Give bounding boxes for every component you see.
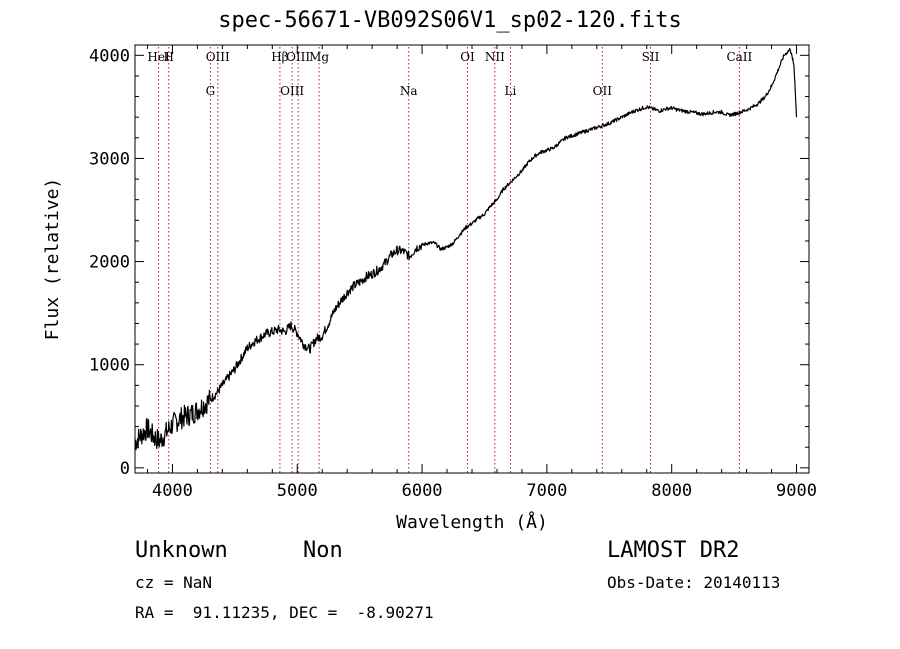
survey-name: LAMOST DR2: [607, 538, 740, 563]
coordinates-readout: RA = 91.11235, DEC = -8.90271: [135, 603, 434, 622]
x-tick-label-2: 6000: [402, 481, 443, 501]
y-tick-label-4: 4000: [89, 46, 130, 66]
x-tick-label-0: 4000: [152, 481, 193, 501]
y-tick-label-1: 1000: [89, 356, 130, 376]
line-label-top-7: Mg: [309, 50, 329, 64]
line-label-top-0: HeI: [147, 50, 170, 64]
y-tick-label-2: 2000: [89, 253, 130, 273]
line-label-top-1: H: [163, 50, 173, 64]
y-tick-label-0: 0: [120, 459, 130, 479]
line-label-bottom-2: G: [206, 84, 216, 98]
x-tick-label-4: 8000: [651, 481, 692, 501]
y-tick-label-3: 3000: [89, 149, 130, 169]
x-axis-label: Wavelength (Å): [396, 511, 548, 533]
chart-title: spec-56671-VB092S06V1_sp02-120.fits: [218, 8, 682, 33]
y-axis-label: Flux (relative): [42, 178, 63, 341]
line-label-top-13: SII: [642, 50, 660, 64]
observation-date: Obs-Date: 20140113: [607, 573, 781, 592]
line-label-top-6: OIII: [286, 50, 310, 64]
line-label-top-4: Hβ: [271, 50, 288, 64]
line-label-bottom-8: Na: [400, 84, 418, 98]
line-label-top-14: CaII: [726, 50, 752, 64]
spectrum-line: [134, 47, 798, 451]
object-subclass: Non: [303, 538, 343, 563]
line-label-bottom-12: OII: [593, 84, 613, 98]
object-class: Unknown: [135, 538, 228, 563]
x-axis-ticks: 4000 5000 6000 7000 8000 9000: [146, 45, 817, 501]
line-label-top-10: NII: [485, 50, 505, 64]
line-label-top-3: OIII: [206, 50, 230, 64]
x-tick-label-5: 9000: [776, 481, 817, 501]
y-axis-ticks: 0 1000 2000 3000 4000: [89, 46, 809, 479]
x-tick-label-1: 5000: [277, 481, 318, 501]
plot-frame: [134, 44, 810, 474]
x-tick-label-3: 7000: [526, 481, 567, 501]
redshift-readout: cz = NaN: [135, 573, 213, 592]
line-label-top-9: OI: [460, 50, 475, 64]
line-label-bottom-5: OIII: [280, 84, 304, 98]
line-label-bottom-11: Li: [505, 84, 517, 98]
